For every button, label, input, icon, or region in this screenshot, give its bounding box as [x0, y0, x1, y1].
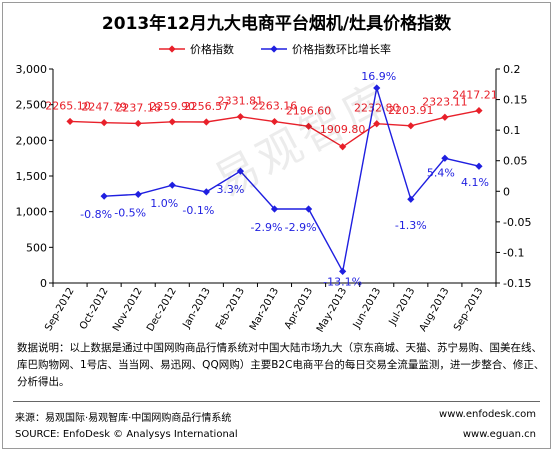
- data-label: 2232.80: [354, 102, 400, 115]
- data-label: 2259.90: [150, 100, 196, 113]
- legend-marker: [270, 45, 278, 53]
- x-tick-label: Feb-2013: [214, 286, 247, 332]
- x-tick-label: Aug-2013: [418, 286, 452, 334]
- data-label: 2237.18: [115, 101, 161, 114]
- x-tick-label: Sep-2013: [452, 286, 485, 333]
- series-point: [202, 188, 210, 196]
- series-point: [100, 119, 108, 127]
- x-tick-label: Oct-2012: [78, 286, 111, 332]
- footer-url-eguan: www.eguan.cn: [462, 429, 536, 440]
- legend-label: 价格指数: [190, 42, 234, 56]
- x-tick-label: Sep-2012: [43, 286, 76, 333]
- series-point: [270, 205, 279, 213]
- data-label: 5.4%: [427, 166, 455, 179]
- series-point: [304, 122, 313, 130]
- series-point: [339, 143, 347, 151]
- data-label: 4.1%: [461, 176, 489, 189]
- series-point: [304, 205, 313, 213]
- x-tick-label: Nov-2012: [111, 286, 145, 333]
- data-label: -0.8%: [80, 208, 112, 221]
- series-point: [441, 154, 449, 162]
- data-label: -2.9%: [285, 221, 317, 234]
- series-point: [134, 190, 142, 198]
- data-label: 16.9%: [361, 70, 396, 83]
- series-point: [236, 167, 245, 175]
- y-left-tick-label: 0: [40, 277, 47, 290]
- series-point: [339, 267, 347, 275]
- series-point: [168, 181, 176, 189]
- data-label: -1.3%: [395, 219, 427, 232]
- y-left-tick-label: 2,000: [16, 134, 48, 147]
- series-point: [407, 122, 415, 130]
- footer-divider: [13, 401, 540, 402]
- x-tick-label: Jan-2013: [181, 286, 213, 331]
- y-right-tick-label: -0.1: [503, 246, 524, 259]
- series-point: [202, 118, 210, 126]
- legend-label: 价格指数环比增长率: [292, 42, 391, 56]
- y-left-tick-label: 2,500: [16, 99, 48, 112]
- data-label: 1.0%: [150, 197, 178, 210]
- data-label: 3.3%: [216, 183, 244, 196]
- legend-marker: [168, 45, 176, 53]
- data-note: 数据说明：以上数据是通过中国网购商品行情系统对中国大陆市场九大（京东商城、天猫、…: [17, 342, 545, 388]
- x-tick-label: Jul-2013: [387, 286, 418, 328]
- y-right-tick-label: 0.05: [503, 155, 528, 168]
- y-left-tick-label: 500: [26, 241, 47, 254]
- series-point: [100, 192, 108, 200]
- series-point: [373, 120, 381, 128]
- series-point: [168, 118, 176, 126]
- data-label: 2256.57: [184, 100, 230, 113]
- data-label: 2263.16: [252, 100, 298, 113]
- y-right-tick-label: 0: [503, 185, 510, 198]
- data-label: -0.1%: [182, 204, 214, 217]
- y-right-tick-label: 0.1: [503, 124, 521, 137]
- series-point: [373, 84, 381, 92]
- y-right-tick-label: 0.2: [503, 63, 521, 76]
- series-point: [134, 119, 142, 128]
- x-tick-label: Jun-2013: [351, 286, 383, 331]
- y-left-tick-label: 1,000: [16, 206, 48, 219]
- y-right-tick-label: -0.05: [503, 216, 531, 229]
- x-tick-label: Mar-2013: [248, 286, 281, 332]
- footer-url-enfodesk: www.enfodesk.com: [439, 409, 536, 420]
- data-label: 2417.21: [452, 89, 498, 102]
- series-point: [66, 117, 74, 126]
- x-tick-label: Dec-2012: [145, 286, 179, 333]
- footer-source-cn: 来源：易观国际·易观智库·中国网购商品行情系统: [15, 413, 232, 424]
- y-right-tick-label: -0.15: [503, 277, 531, 290]
- data-label: 2247.79: [81, 101, 127, 114]
- data-label: 2323.11: [422, 95, 468, 108]
- data-label: 1909.80: [320, 123, 366, 136]
- series-point: [407, 195, 415, 203]
- data-label: 2331.81: [218, 95, 264, 108]
- y-left-tick-label: 3,000: [16, 63, 48, 76]
- data-label: 2203.91: [388, 104, 434, 117]
- x-tick-label: Apr-2013: [283, 286, 315, 331]
- data-label: 2265.10: [45, 99, 91, 112]
- series-point: [270, 117, 279, 126]
- data-label: -13.1%: [323, 275, 362, 288]
- series-point: [475, 162, 483, 170]
- series-line: [104, 87, 480, 274]
- chart-title: 2013年12月九大电商平台烟机/灶具价格指数: [101, 14, 452, 34]
- x-tick-label: May-2013: [315, 286, 349, 334]
- y-right-tick-label: 0.15: [503, 94, 528, 107]
- data-label: 2196.60: [286, 104, 332, 117]
- footer-source-en: SOURCE: EnfoDesk © Analysys Internationa…: [15, 429, 238, 440]
- series-point: [441, 113, 449, 121]
- data-label: -2.9%: [251, 221, 283, 234]
- y-left-tick-label: 1,500: [16, 170, 48, 183]
- chart-svg: 0 500 1,000 1,500 2,000 2,500 3,000 -0.15 -0.1 -0…: [16, 42, 532, 334]
- series-point: [236, 113, 245, 121]
- data-label: -0.5%: [114, 206, 146, 219]
- series-point: [475, 106, 483, 115]
